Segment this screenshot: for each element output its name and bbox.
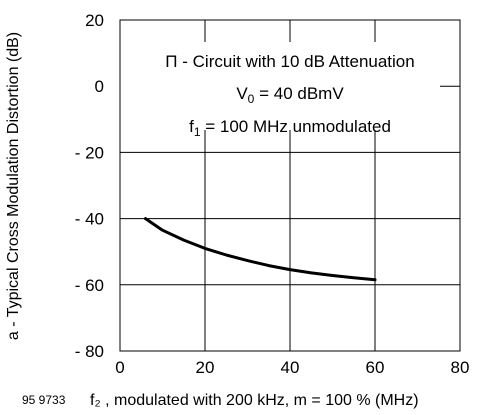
annotation-background bbox=[120, 42, 440, 130]
plot-frame bbox=[119, 19, 461, 352]
x-tick-labels: 0 20 40 60 80 bbox=[115, 358, 469, 377]
y-tick-label: - 60 bbox=[75, 276, 104, 295]
y-axis-label: a - Typical Cross Modulation Distortion … bbox=[5, 32, 22, 340]
y-tick-label: - 40 bbox=[75, 210, 104, 229]
y-tick-label: - 80 bbox=[75, 342, 104, 361]
annotation-line-2: V0 = 40 dBmV bbox=[236, 84, 344, 106]
x-axis-label: f₂ , modulated with 200 kHz, m = 100 % (… bbox=[90, 392, 419, 409]
annotation-line-3: f1 = 100 MHz unmodulated bbox=[189, 117, 391, 139]
series-line bbox=[144, 217, 377, 282]
annotation-line-1: Π - Circuit with 10 dB Attenuation bbox=[165, 52, 414, 71]
y-tick-label: - 20 bbox=[75, 143, 104, 162]
y-tick-label: 0 bbox=[95, 77, 104, 96]
x-tick-label: 0 bbox=[115, 358, 124, 377]
x-tick-label: 80 bbox=[451, 358, 470, 377]
figure-id: 95 9733 bbox=[22, 393, 66, 407]
x-tick-label: 20 bbox=[196, 358, 215, 377]
x-tick-label: 40 bbox=[281, 358, 300, 377]
y-tick-labels: 20 0 - 20 - 40 - 60 - 80 bbox=[75, 11, 104, 361]
x-tick-label: 60 bbox=[366, 358, 385, 377]
y-tick-label: 20 bbox=[85, 11, 104, 30]
